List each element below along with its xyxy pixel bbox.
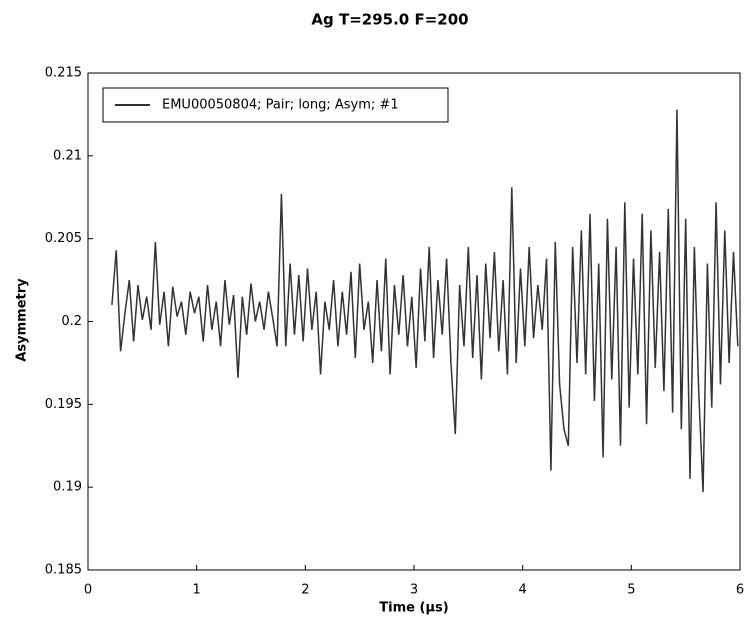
x-tick-label: 4 xyxy=(519,583,527,598)
x-tick-label: 1 xyxy=(193,583,201,598)
data-line xyxy=(111,109,739,493)
y-tick-label: 0.185 xyxy=(45,563,82,578)
y-tick-label: 0.195 xyxy=(45,397,82,412)
legend-box xyxy=(102,87,449,123)
y-tick-label: 0.19 xyxy=(53,480,82,495)
x-tick-label: 3 xyxy=(410,583,418,598)
x-axis-label: Time (µs) xyxy=(379,601,448,616)
legend-label: EMU00050804; Pair; long; Asym; #1 xyxy=(162,98,399,113)
chart-title: Ag T=295.0 F=200 xyxy=(311,11,468,29)
y-tick-label: 0.205 xyxy=(45,231,82,246)
y-tick-label: 0.215 xyxy=(45,66,82,81)
x-tick-label: 2 xyxy=(301,583,309,598)
x-tick-label: 0 xyxy=(84,583,92,598)
x-tick-label: 5 xyxy=(627,583,635,598)
y-tick-label: 0.2 xyxy=(61,314,82,329)
y-tick-label: 0.21 xyxy=(53,148,82,163)
x-tick-label: 6 xyxy=(736,583,744,598)
y-axis-label: Asymmetry xyxy=(15,278,30,362)
